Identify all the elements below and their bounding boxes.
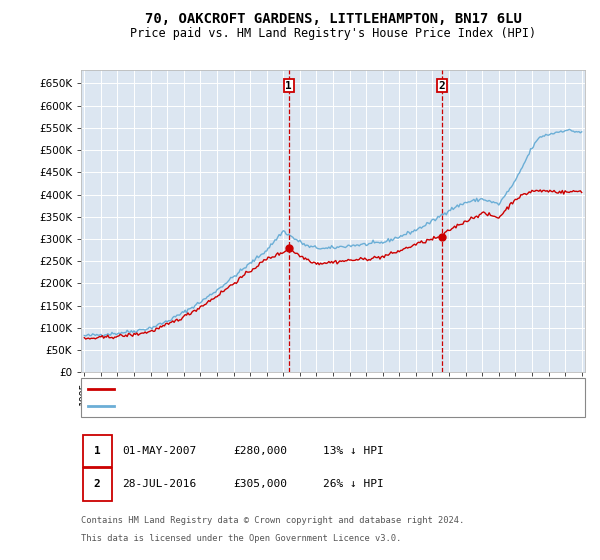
- Text: Price paid vs. HM Land Registry's House Price Index (HPI): Price paid vs. HM Land Registry's House …: [130, 27, 536, 40]
- Text: £280,000: £280,000: [233, 446, 287, 456]
- Text: Contains HM Land Registry data © Crown copyright and database right 2024.: Contains HM Land Registry data © Crown c…: [81, 516, 464, 525]
- Text: 28-JUL-2016: 28-JUL-2016: [122, 479, 196, 489]
- Text: 13% ↓ HPI: 13% ↓ HPI: [323, 446, 383, 456]
- Text: £305,000: £305,000: [233, 479, 287, 489]
- Text: 01-MAY-2007: 01-MAY-2007: [122, 446, 196, 456]
- Text: 2: 2: [439, 81, 445, 91]
- Text: 2: 2: [94, 479, 101, 489]
- Text: 70, OAKCROFT GARDENS, LITTLEHAMPTON, BN17 6LU (detached house): 70, OAKCROFT GARDENS, LITTLEHAMPTON, BN1…: [120, 384, 508, 394]
- Text: 1: 1: [286, 81, 292, 91]
- Text: 26% ↓ HPI: 26% ↓ HPI: [323, 479, 383, 489]
- Text: 70, OAKCROFT GARDENS, LITTLEHAMPTON, BN17 6LU: 70, OAKCROFT GARDENS, LITTLEHAMPTON, BN1…: [145, 12, 521, 26]
- Text: This data is licensed under the Open Government Licence v3.0.: This data is licensed under the Open Gov…: [81, 534, 401, 543]
- Text: 1: 1: [94, 446, 101, 456]
- Text: HPI: Average price, detached house, Arun: HPI: Average price, detached house, Arun: [120, 401, 370, 411]
